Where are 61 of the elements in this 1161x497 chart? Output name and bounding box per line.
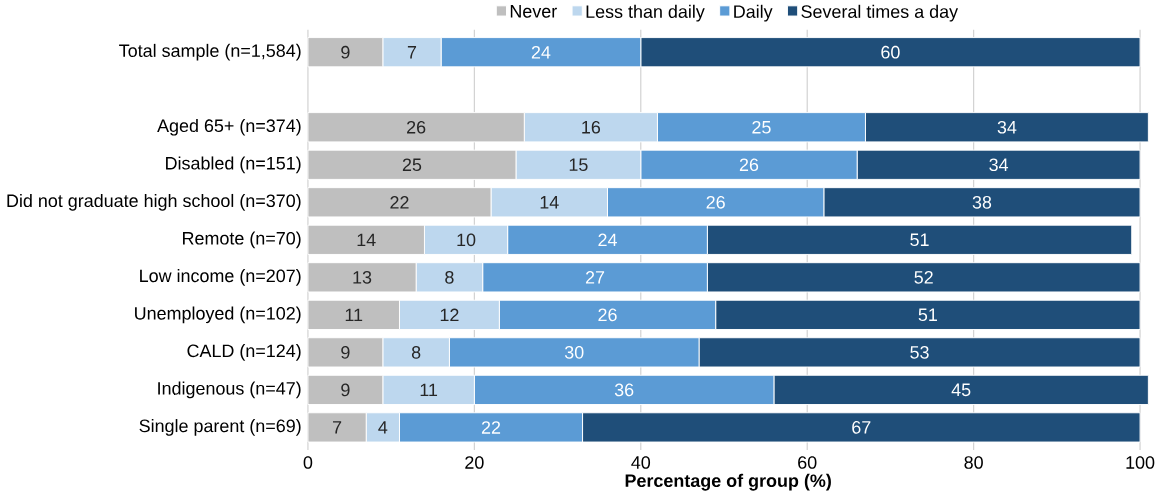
- data-label: 13: [353, 271, 372, 284]
- data-label: 51: [918, 308, 937, 322]
- data-label: 45: [951, 383, 971, 397]
- data-label: 60: [881, 46, 900, 59]
- data-label: 12: [440, 308, 459, 322]
- data-label: 25: [752, 121, 771, 134]
- data-label: 24: [598, 233, 617, 247]
- data-label: 7: [407, 46, 417, 59]
- y-tick-label: Remote (n=70): [183, 231, 301, 249]
- legend-label: Several times a day: [801, 4, 959, 22]
- x-tick-label: 100: [1126, 456, 1155, 470]
- y-tick-label: Low income (n=207): [140, 269, 301, 286]
- data-label: 9: [341, 46, 350, 59]
- data-label: 24: [531, 46, 551, 59]
- y-tick-label: Indigenous (n=47): [158, 381, 301, 399]
- legend-label: Daily: [734, 4, 773, 22]
- x-tick-label: 0: [303, 456, 313, 470]
- legend-label: Never: [510, 5, 557, 18]
- data-label: 8: [445, 271, 454, 284]
- data-label: 26: [598, 308, 617, 322]
- x-tick-label: 80: [964, 456, 983, 470]
- data-label: 34: [989, 158, 1009, 172]
- data-label: 53: [910, 346, 929, 359]
- data-label: 16: [582, 121, 601, 134]
- legend-label: Less than daily: [586, 4, 705, 22]
- data-label: 9: [341, 346, 350, 359]
- data-label: 26: [739, 158, 759, 172]
- data-label: 34: [997, 121, 1017, 134]
- data-label: 27: [585, 271, 605, 284]
- data-label: 38: [972, 196, 992, 209]
- y-tick-label: Total sample (n=1,584): [119, 44, 301, 61]
- x-tick-label: 60: [798, 456, 817, 470]
- data-label: 9: [341, 383, 350, 397]
- y-tick-label: Disabled (n=151): [166, 156, 301, 174]
- data-label: 14: [357, 233, 376, 247]
- data-label: 51: [910, 233, 929, 247]
- x-tick-label: 40: [631, 456, 651, 470]
- data-label: 26: [706, 196, 725, 209]
- y-tick-label: Aged 65+ (n=374): [157, 119, 301, 136]
- data-label: 26: [407, 121, 426, 134]
- y-tick-label: Unemployed (n=102): [135, 306, 301, 324]
- data-label: 67: [852, 421, 871, 434]
- data-label: 4: [378, 421, 388, 434]
- data-label: 30: [564, 346, 584, 359]
- data-label: 14: [540, 196, 559, 209]
- x-axis-title: Percentage of group (%): [625, 474, 831, 491]
- data-label: 8: [411, 346, 421, 359]
- y-tick-label: Single parent (n=69): [139, 419, 301, 436]
- y-tick-label: Did not graduate high school (n=370): [7, 194, 301, 211]
- data-label: 11: [420, 383, 438, 397]
- x-tick-label: 20: [465, 456, 484, 470]
- data-label: 22: [481, 421, 501, 434]
- data-label: 22: [390, 196, 409, 209]
- data-label: 10: [457, 233, 476, 247]
- data-label: 7: [333, 421, 342, 434]
- data-label: 15: [569, 158, 588, 172]
- y-tick-label: CALD (n=124): [187, 344, 301, 361]
- data-label: 11: [345, 308, 363, 322]
- data-label: 25: [402, 158, 422, 172]
- data-label: 52: [914, 271, 933, 284]
- data-label: 36: [614, 383, 634, 397]
